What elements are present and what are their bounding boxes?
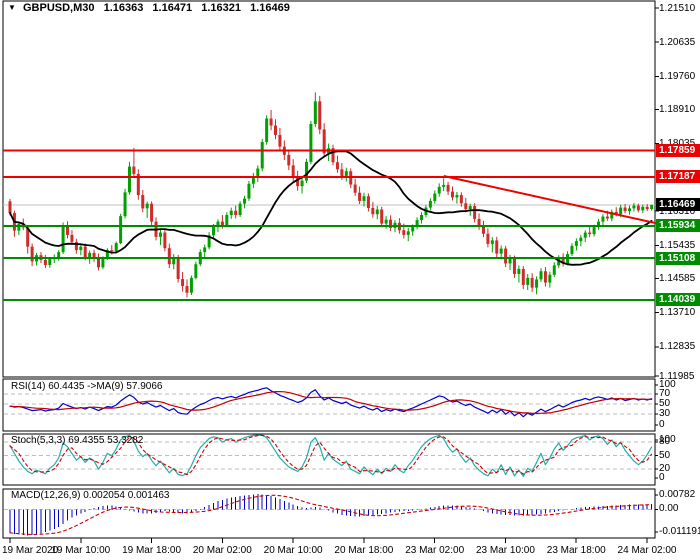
time-axis-label: 19 Mar 2020: [2, 545, 59, 556]
support-price-tag: 1.14039: [656, 293, 700, 307]
chart-title: ▼ GBPUSD,M30 1.16363 1.16471 1.16321 1.1…: [8, 2, 296, 14]
price-tick-label: 1.18035: [659, 138, 700, 149]
rsi-tick-label: 100: [659, 379, 676, 390]
symbol-dropdown-icon[interactable]: ▼: [8, 3, 16, 12]
macd-tick-label: -0.011191: [659, 526, 700, 537]
price-tick-label: 1.12835: [659, 341, 696, 353]
stoch-tick-label: 50: [659, 449, 671, 461]
price-tick-label: 1.21510: [659, 2, 696, 14]
rsi-tick-label: 50: [659, 398, 671, 410]
resistance-price-tag: 1.17187: [656, 170, 700, 184]
time-axis-label: 24 Mar 02:00: [617, 545, 677, 556]
stoch-tick-label: 20: [659, 463, 671, 475]
current-price-tag: 1.16469: [656, 198, 700, 212]
time-axis-label: 20 Mar 10:00: [263, 545, 323, 556]
time-axis-label: 20 Mar 18:00: [334, 545, 394, 556]
ohlc-high: 1.16471: [152, 2, 193, 14]
price-tick-label: 1.18910: [659, 104, 696, 116]
macd-tick-label: 0.00: [659, 503, 679, 515]
price-tick-label: 1.13710: [659, 307, 696, 319]
resistance-price-tag: 1.17859: [656, 144, 700, 158]
time-axis-label: 19 Mar 18:00: [122, 545, 182, 556]
price-tick-label: 1.15435: [659, 239, 696, 251]
time-axis-label: 20 Mar 02:00: [192, 545, 252, 556]
stochastic-indicator-label: Stoch(5,3,3) 69.4355 53.3282: [11, 435, 144, 446]
time-axis-label: 23 Mar 10:00: [475, 545, 535, 556]
time-axis-label: 23 Mar 02:00: [405, 545, 465, 556]
ohlc-open: 1.16363: [103, 2, 144, 14]
rsi-indicator-label: RSI(14) 60.4435 ->MA(9) 57.9066: [11, 381, 163, 392]
ohlc-close: 1.16469: [250, 2, 290, 14]
ohlc-low: 1.16321: [201, 2, 241, 14]
stoch-tick-label: 80: [659, 436, 671, 448]
support-price-tag: 1.15934: [656, 219, 700, 233]
rsi-tick-label: 0: [659, 419, 665, 430]
stoch-tick-label: 0: [659, 472, 665, 484]
rsi-tick-label: 70: [659, 387, 671, 399]
time-axis-label: 19 Mar 10:00: [51, 545, 111, 556]
rsi-tick-label: 30: [659, 408, 671, 420]
macd-tick-label: 0.00782: [659, 489, 696, 500]
macd-indicator-label: MACD(12,26,9) 0.002054 0.001463: [11, 490, 170, 501]
support-price-tag: 1.15108: [656, 251, 700, 265]
stoch-tick-label: 100: [659, 434, 676, 445]
price-tick-label: 1.19760: [659, 70, 696, 82]
symbol-timeframe: GBPUSD,M30: [22, 2, 95, 14]
price-tick-label: 1.20635: [659, 36, 696, 48]
price-tick-label: 1.11985: [659, 370, 695, 382]
time-axis-label: 23 Mar 18:00: [546, 545, 606, 556]
price-tick-label: 1.14585: [659, 272, 696, 284]
